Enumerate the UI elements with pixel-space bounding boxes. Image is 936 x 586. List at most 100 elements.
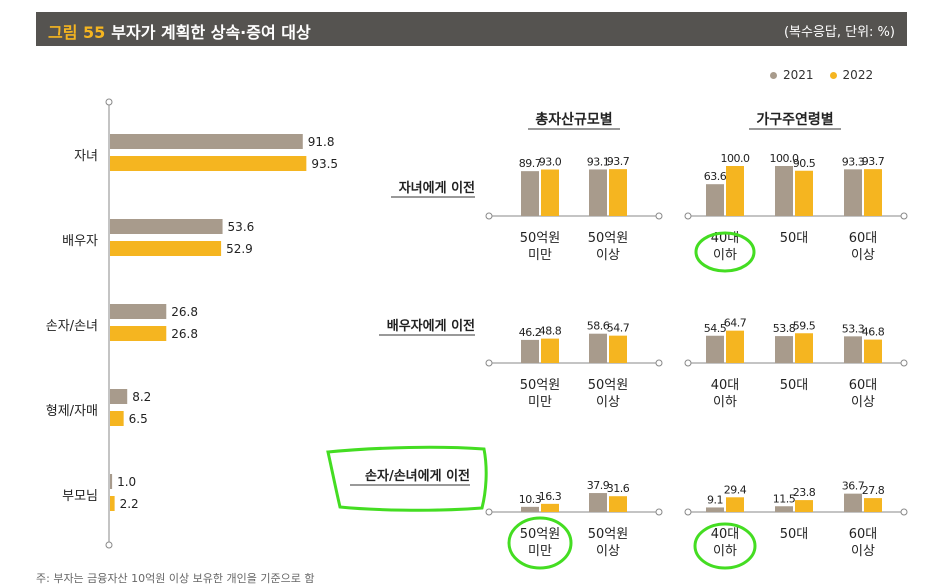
age-bar-1-2-2021	[775, 166, 793, 216]
h-category-label-5: 부모님	[62, 489, 98, 504]
age-category-label-3-3-line2: 이상	[851, 544, 875, 559]
h-bar-1-2022	[110, 156, 307, 171]
row-label-2: 배우자에게 이전	[387, 318, 475, 334]
highlight-row-label-mark	[326, 445, 488, 512]
asset-category-label-2-2-line2: 이상	[596, 395, 620, 410]
age-bar-2-1-2022	[726, 330, 744, 363]
age-bar-3-3-2021	[844, 493, 862, 512]
age-category-label-2-2-line1: 50대	[780, 378, 809, 393]
h-value-label-3-2021: 26.8	[171, 305, 198, 319]
age-bar-1-3-2022	[864, 169, 882, 216]
age-value-label-1-1-2021: 63.6	[704, 170, 727, 183]
age-baseline-right-cap-2	[900, 359, 908, 367]
age-value-label-1-2-2021: 100.0	[770, 152, 799, 165]
asset-bar-2-1-2022	[541, 338, 559, 363]
figure-header: 그림 55 부자가 계획한 상속·증여 대상 (복수응답, 단위: %)	[36, 12, 907, 46]
asset-value-label-1-2-2022: 93.7	[607, 155, 630, 168]
age-category-label-1-2-line1: 50대	[780, 231, 809, 246]
age-category-label-2-1-line1: 40대	[711, 378, 740, 393]
h-category-label-1: 자녀	[74, 149, 98, 164]
asset-bar-1-2-2021	[589, 169, 607, 216]
age-value-label-1-1-2022: 100.0	[721, 152, 750, 165]
age-bar-1-3-2021	[844, 169, 862, 216]
row-label-3: 손자/손녀에게 이전	[365, 468, 470, 484]
asset-value-label-1-2-2021: 93.1	[587, 155, 610, 168]
legend-label-2022: 2022	[842, 68, 874, 82]
h-bar-5-2021	[110, 474, 113, 489]
age-baseline-left-cap-1	[684, 212, 692, 220]
h-bar-2-2022	[110, 241, 222, 256]
asset-category-label-1-2-line1: 50억원	[588, 231, 628, 246]
asset-baseline-left-cap-2	[485, 359, 493, 367]
age-category-label-3-1-line2: 이하	[713, 544, 737, 559]
age-baseline-left-cap-3	[684, 508, 692, 516]
age-bar-2-2-2021	[775, 336, 793, 363]
age-category-label-1-3-line2: 이상	[851, 248, 875, 263]
asset-bar-3-2-2022	[609, 496, 627, 512]
asset-bar-3-1-2022	[541, 503, 559, 512]
legend-label-2021: 2021	[783, 68, 814, 82]
age-value-label-3-3-2022: 27.8	[862, 484, 885, 497]
age-bar-2-1-2021	[706, 335, 724, 363]
age-bar-3-1-2021	[706, 507, 724, 512]
age-value-label-2-3-2021: 53.3	[842, 322, 865, 335]
asset-baseline-right-cap-3	[655, 508, 663, 516]
asset-bar-1-1-2021	[521, 171, 539, 216]
age-bar-3-1-2022	[726, 497, 744, 512]
group-title-age: 가구주연령별	[756, 111, 833, 128]
h-value-label-4-2022: 6.5	[129, 412, 148, 426]
age-bar-3-3-2022	[864, 498, 882, 512]
age-category-label-3-1-line1: 40대	[711, 527, 740, 542]
asset-baseline-left-cap-1	[485, 212, 493, 220]
age-value-label-1-3-2022: 93.7	[862, 155, 885, 168]
asset-category-label-3-2-line1: 50억원	[588, 527, 628, 542]
asset-value-label-2-2-2022: 54.7	[607, 322, 630, 335]
age-category-label-2-1-line2: 이하	[713, 395, 737, 410]
legend-item-2022: 2022	[829, 68, 874, 82]
asset-bar-2-2-2021	[589, 333, 607, 363]
age-bar-3-2-2022	[795, 500, 813, 512]
h-value-label-5-2021: 1.0	[117, 475, 136, 489]
age-baseline-left-cap-2	[684, 359, 692, 367]
asset-bar-1-2-2022	[609, 169, 627, 216]
legend-swatch-2021	[770, 71, 777, 79]
asset-value-label-3-1-2021: 10.3	[519, 493, 542, 506]
highlight-age-40-row3-mark	[693, 522, 757, 570]
asset-category-label-3-1-line2: 미만	[528, 544, 552, 559]
age-bar-1-1-2021	[706, 184, 724, 216]
h-bar-3-2022	[110, 326, 167, 341]
asset-value-label-2-2-2021: 58.6	[587, 320, 610, 333]
asset-baseline-right-cap-2	[655, 359, 663, 367]
age-category-label-3-3-line1: 60대	[849, 527, 878, 542]
age-value-label-2-2-2022: 59.5	[793, 319, 816, 332]
asset-category-label-1-1-line1: 50억원	[520, 231, 560, 246]
asset-category-label-2-1-line2: 미만	[528, 395, 552, 410]
age-value-label-3-3-2021: 36.7	[842, 480, 865, 493]
age-value-label-2-2-2021: 53.8	[773, 322, 796, 335]
asset-category-label-3-1-line1: 50억원	[520, 527, 560, 542]
age-bar-2-3-2022	[864, 339, 882, 363]
age-bar-2-3-2021	[844, 336, 862, 363]
age-value-label-2-3-2022: 46.8	[862, 326, 885, 339]
figure-number: 그림 55	[48, 23, 106, 42]
asset-value-label-2-1-2022: 48.8	[539, 325, 562, 338]
age-baseline-right-cap-3	[900, 508, 908, 516]
h-value-label-4-2021: 8.2	[132, 390, 151, 404]
asset-value-label-3-2-2021: 37.9	[587, 479, 610, 492]
age-category-label-1-1-line2: 이하	[713, 248, 737, 263]
asset-bar-3-1-2021	[521, 506, 539, 512]
h-value-label-1-2021: 91.8	[308, 135, 335, 149]
asset-value-label-3-1-2022: 16.3	[539, 490, 562, 503]
age-value-label-3-2-2021: 11.5	[773, 492, 796, 505]
h-value-label-2-2022: 52.9	[226, 242, 253, 256]
age-category-label-2-3-line1: 60대	[849, 378, 878, 393]
highlight-asset-under50-row3-mark	[507, 516, 573, 570]
y-axis-bottom-cap	[105, 541, 113, 549]
asset-category-label-3-2-line2: 이상	[596, 544, 620, 559]
age-baseline-right-cap-1	[900, 212, 908, 220]
h-bar-1-2021	[110, 134, 303, 149]
age-bar-1-2-2022	[795, 170, 813, 216]
h-category-label-4: 형제/자매	[46, 404, 98, 419]
h-value-label-5-2022: 2.2	[120, 497, 139, 511]
